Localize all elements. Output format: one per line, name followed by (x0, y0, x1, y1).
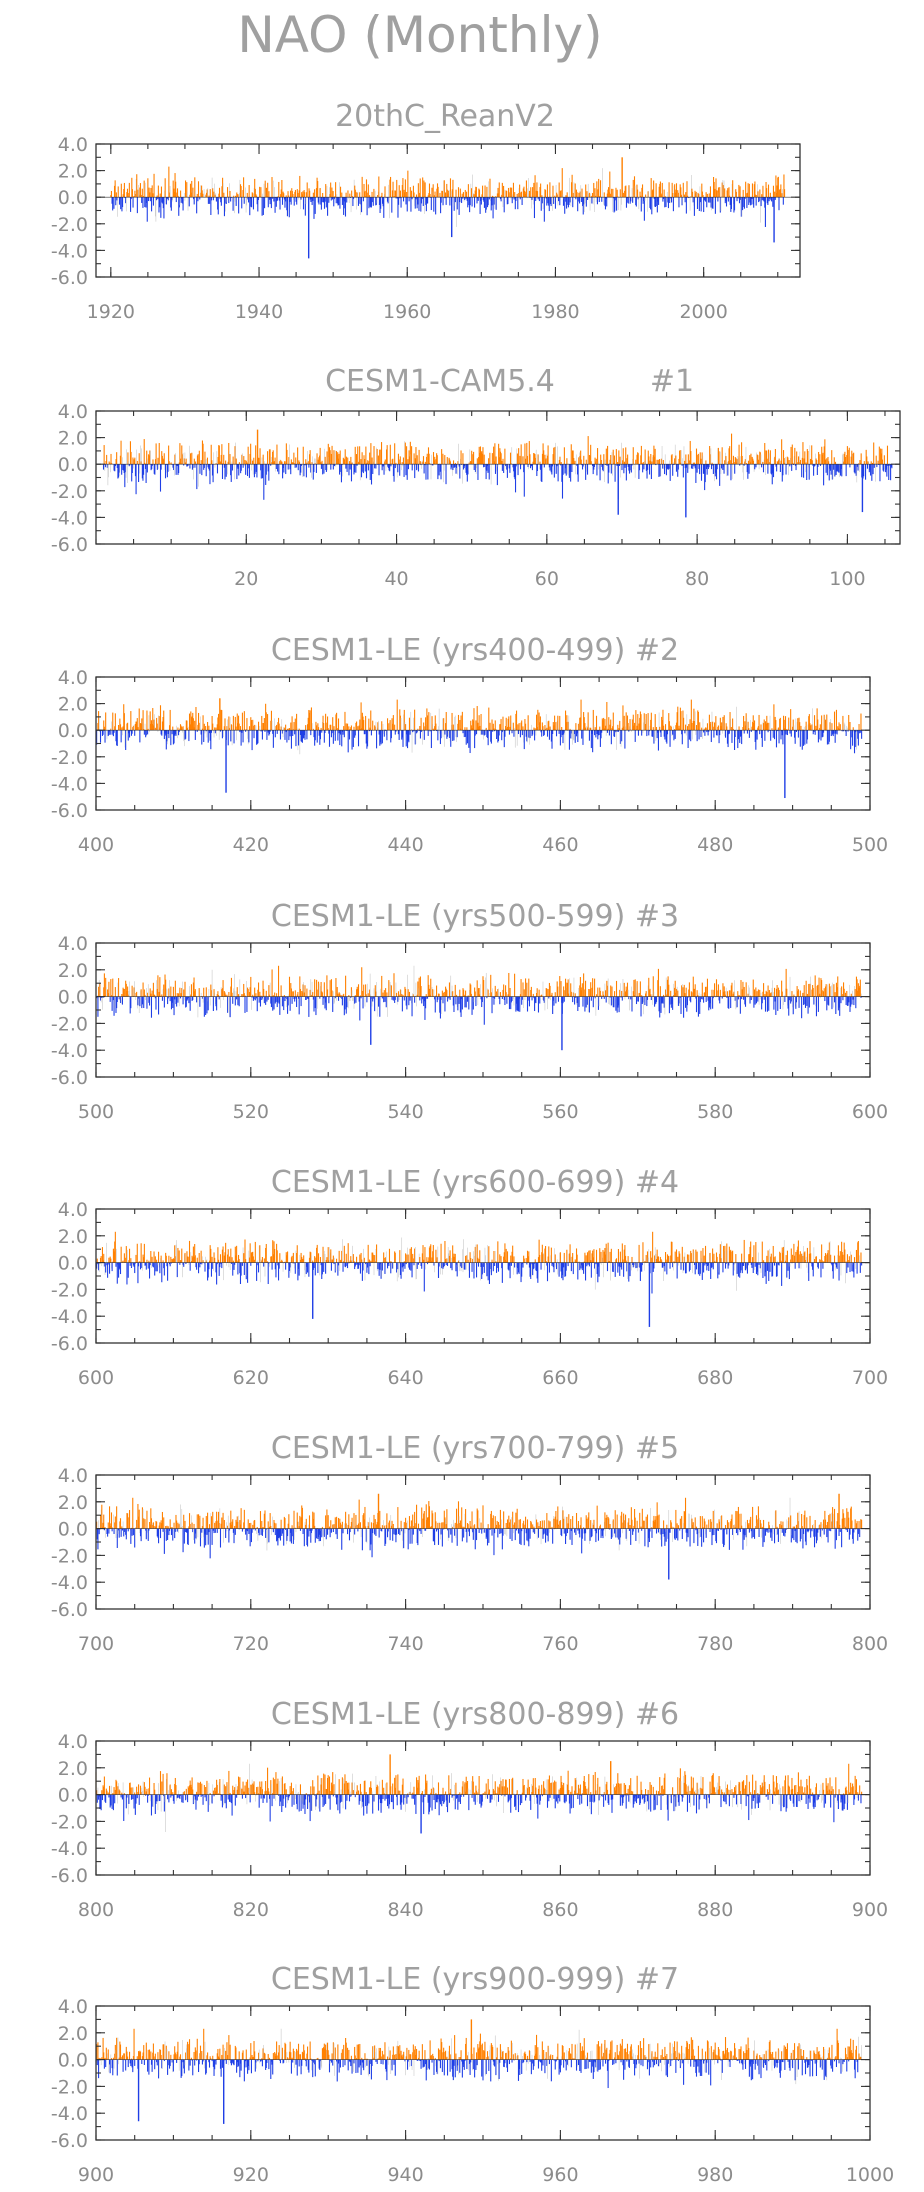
ytick-label: -4.0 (51, 507, 88, 529)
ytick-label: 4.0 (58, 134, 88, 156)
panel-title-suffix: #1 (650, 364, 694, 399)
ytick-label: -6.0 (51, 800, 88, 822)
ytick-label: -4.0 (51, 240, 88, 262)
ytick-label: 0.0 (58, 454, 88, 476)
xtick-label: 1920 (87, 301, 135, 323)
xtick-label: 100 (829, 568, 865, 590)
bar-series (102, 429, 893, 518)
xtick-label: 2000 (679, 301, 727, 323)
ytick-label: -4.0 (51, 773, 88, 795)
figure-title: NAO (Monthly) (237, 6, 602, 64)
panel-title: CESM1-LE (yrs500-599) #3 (271, 899, 679, 934)
xtick-label: 440 (387, 834, 423, 856)
nao-panel-2: CESM1-CAM5.4 #1 4.0 2.0 0.0 -2.0 -4.0 -6.0 20 40 6… (51, 364, 901, 590)
nao-panel-1: 20thC_ReanV2 4.0 2.0 0.0 -2.0 -4.0 -6.0 1920 19… (51, 99, 801, 323)
plot-frame (95, 676, 871, 811)
xtick-label: 60 (535, 568, 559, 590)
plot-frame (95, 410, 901, 545)
ytick-label: -6.0 (51, 534, 88, 556)
ytick-label: -2.0 (51, 747, 88, 769)
xtick-label: 1960 (383, 301, 431, 323)
ytick-label: 0.0 (58, 720, 88, 742)
xtick-label: 20 (234, 568, 258, 590)
xtick-label: 420 (233, 834, 269, 856)
panel-title: CESM1-LE (yrs400-499) #2 (271, 633, 679, 668)
ytick-label: -6.0 (51, 267, 88, 289)
bar-series (110, 157, 786, 259)
nao-panel-4: CESM1-LE (yrs500-599) #34.02.00.0-2.0-4.… (51, 899, 888, 1123)
xtick-label: 500 (852, 834, 888, 856)
xtick-label: 40 (384, 568, 408, 590)
bar-series (95, 965, 862, 1051)
xtick-label: 80 (685, 568, 709, 590)
ytick-label: 0.0 (58, 187, 88, 209)
bar-series (95, 698, 863, 799)
panel-title: CESM1-CAM5.4 (325, 364, 555, 399)
ytick-label: 4.0 (58, 401, 88, 423)
xtick-label: 1940 (235, 301, 283, 323)
xtick-label: 460 (542, 834, 578, 856)
panel-title: 20thC_ReanV2 (335, 99, 555, 134)
ytick-label: 2.0 (58, 694, 88, 716)
ytick-label: -2.0 (51, 214, 88, 236)
xtick-label: 1980 (531, 301, 579, 323)
xtick-label: 480 (697, 834, 733, 856)
ytick-label: 2.0 (58, 161, 88, 183)
nao-panel-3: CESM1-LE (yrs400-499) #2 4.0 2.0 0.0 -2.0 -4.… (51, 633, 888, 856)
ytick-label: 2.0 (58, 428, 88, 450)
ytick-label: 4.0 (58, 667, 88, 689)
ytick-label: -2.0 (51, 481, 88, 503)
xtick-label: 400 (78, 834, 114, 856)
